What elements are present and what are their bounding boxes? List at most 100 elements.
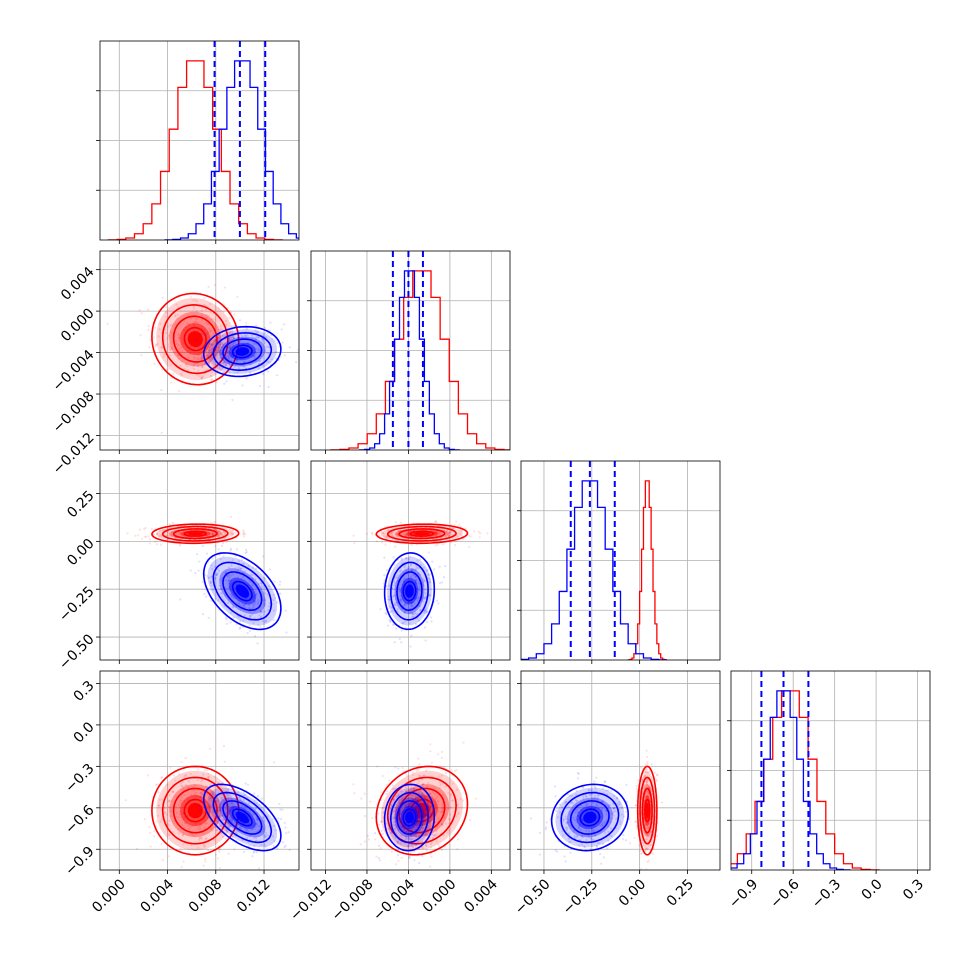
scatter-point	[226, 830, 229, 833]
scatter-point	[612, 810, 615, 813]
scatter-point	[210, 828, 213, 831]
scatter-point	[413, 602, 416, 605]
scatter-point	[655, 834, 659, 837]
scatter-point	[214, 576, 217, 580]
scatter-point	[218, 329, 221, 332]
scatter-point	[591, 797, 594, 801]
scatter-point	[203, 809, 206, 813]
scatter-point	[435, 534, 438, 537]
scatter-point	[206, 769, 209, 772]
scatter-point	[416, 798, 419, 801]
scatter-point	[210, 351, 213, 354]
scatter-point	[200, 357, 203, 361]
scatter-point	[253, 617, 256, 620]
scatter-point	[417, 822, 420, 825]
scatter-point	[367, 838, 371, 841]
scatter-point	[585, 829, 588, 832]
scatter-point	[248, 834, 251, 837]
scatter-point	[567, 806, 570, 809]
scatter-point	[427, 781, 430, 785]
scatter-point	[207, 362, 211, 365]
scatter-point	[645, 783, 648, 786]
scatter-point	[189, 295, 192, 298]
scatter-point	[227, 346, 230, 349]
scatter-point	[414, 576, 417, 579]
scatter-point	[607, 806, 610, 809]
scatter-point	[192, 329, 196, 332]
scatter-point	[184, 363, 187, 366]
scatter-point	[251, 566, 255, 569]
scatter-point	[203, 820, 206, 823]
scatter-point	[431, 560, 434, 563]
scatter-point	[635, 820, 638, 823]
scatter-point	[399, 589, 402, 592]
scatter-point	[255, 850, 258, 854]
scatter-point	[176, 317, 179, 320]
scatter-point	[640, 868, 643, 870]
scatter-point	[160, 843, 163, 846]
scatter-point	[209, 342, 212, 345]
scatter-point	[220, 532, 223, 536]
scatter-point	[214, 520, 217, 523]
scatter-point	[135, 847, 139, 851]
scatter-point	[190, 345, 193, 348]
contour-line	[161, 304, 229, 375]
scatter-point	[252, 348, 256, 351]
scatter-point	[246, 828, 249, 831]
scatter-point	[227, 825, 231, 829]
scatter-point	[402, 580, 405, 583]
scatter-point	[284, 609, 287, 612]
scatter-point	[243, 578, 246, 582]
scatter-point	[641, 791, 644, 794]
scatter-point	[412, 803, 415, 806]
scatter-point	[613, 794, 616, 798]
scatter-point	[202, 864, 205, 867]
scatter-point	[200, 332, 203, 335]
scatter-point	[390, 606, 394, 609]
scatter-point	[204, 308, 208, 311]
scatter-point	[444, 565, 447, 568]
scatter-point	[264, 349, 267, 352]
scatter-point	[428, 815, 431, 819]
scatter-point	[228, 811, 231, 814]
scatter-point	[645, 847, 649, 850]
scatter-point	[592, 838, 595, 842]
scatter-point	[402, 580, 405, 584]
scatter-point	[594, 834, 597, 837]
scatter-point	[394, 538, 397, 541]
scatter-point	[180, 360, 183, 363]
scatter-point	[254, 808, 257, 811]
scatter-point	[596, 814, 599, 818]
scatter-point	[411, 794, 414, 797]
scatter-point	[229, 336, 232, 339]
scatter-point	[417, 810, 420, 813]
scatter-point	[400, 591, 403, 594]
scatter-point	[200, 353, 203, 357]
scatter-point	[239, 626, 242, 630]
scatter-point	[210, 533, 214, 536]
scatter-point	[646, 860, 649, 863]
scatter-point	[300, 842, 302, 844]
scatter-point	[607, 789, 610, 792]
scatter-point	[236, 796, 239, 799]
scatter-point	[260, 586, 263, 589]
scatter-point	[565, 821, 568, 824]
scatter-point	[396, 574, 399, 577]
scatter-point	[201, 324, 204, 328]
panel-3-3: −0.9 −0.6 −0.3 0.0 0.3	[726, 670, 931, 912]
scatter-point	[612, 814, 615, 817]
scatter-point	[233, 313, 236, 316]
scatter-point	[148, 542, 152, 545]
scatter-point	[392, 810, 395, 813]
scatter-point	[264, 331, 267, 334]
scatter-point	[382, 532, 385, 535]
scatter-point	[641, 792, 644, 795]
scatter-point	[596, 796, 600, 800]
scatter-point	[455, 520, 458, 523]
scatter-point	[420, 794, 423, 797]
scatter-point	[606, 847, 609, 850]
scatter-point	[404, 772, 407, 775]
scatter-point	[576, 777, 580, 780]
scatter-point	[421, 783, 424, 786]
contour-line	[375, 765, 469, 856]
